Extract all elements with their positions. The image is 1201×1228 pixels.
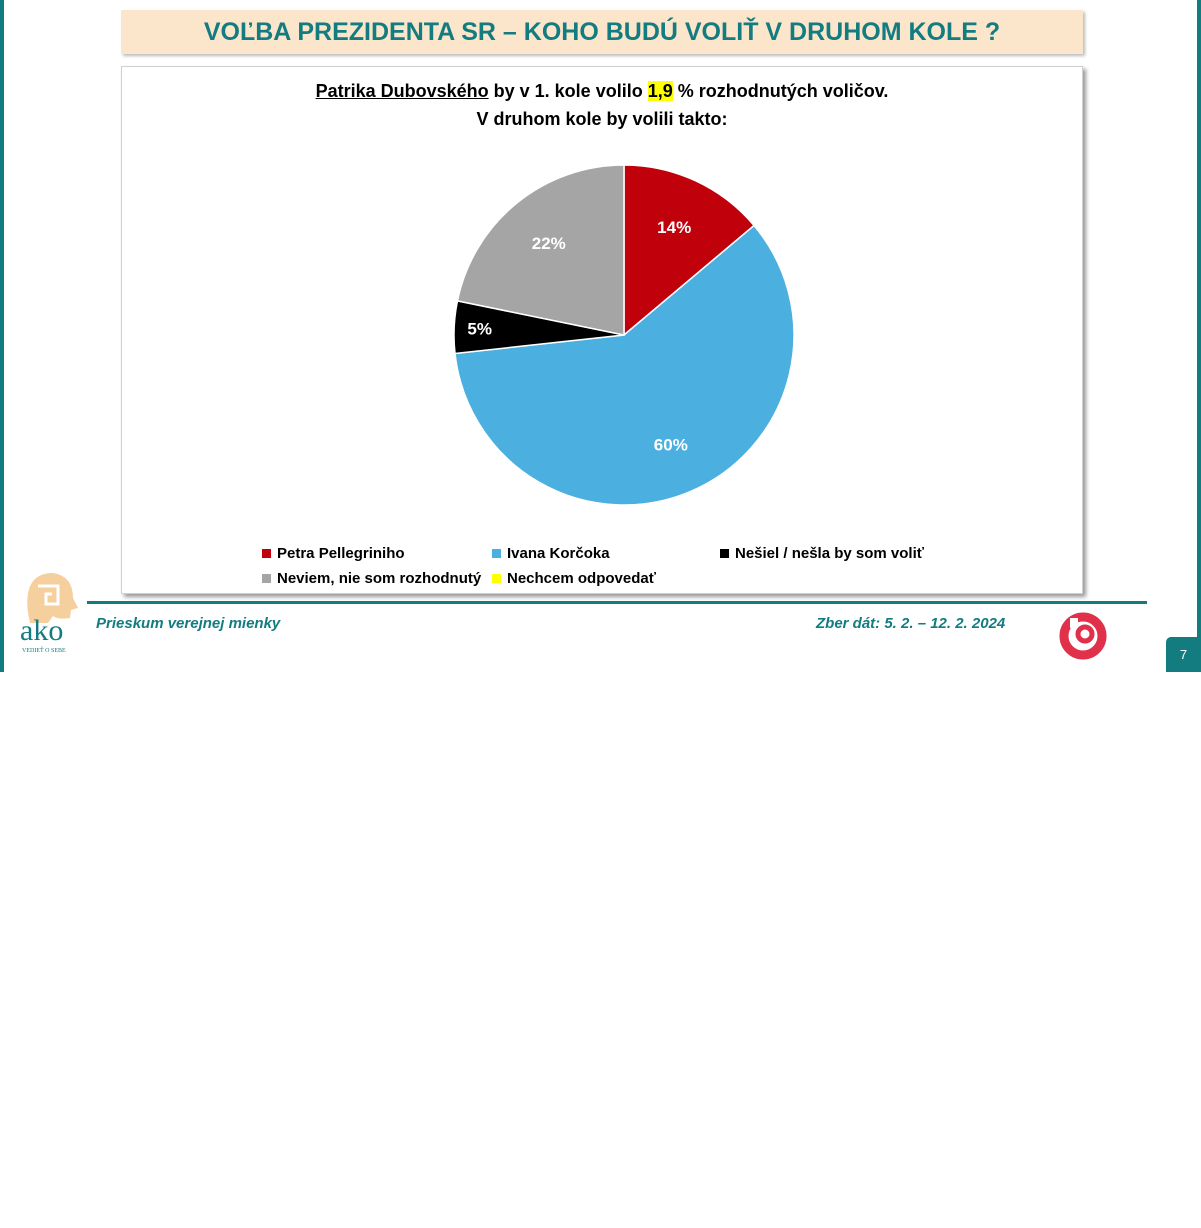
pie-slice-1 (454, 224, 795, 506)
right-border (1197, 0, 1201, 640)
data-label-0: 14% (657, 218, 691, 237)
highlight-value: 1,9 (647, 81, 673, 101)
legend-swatch (720, 549, 729, 558)
page-number: 7 (1166, 637, 1201, 672)
legend-label: Nešiel / nešla by som voliť (735, 545, 924, 562)
legend-swatch (492, 549, 501, 558)
stv-logo (1059, 612, 1107, 660)
title-text-end: % rozhodnutých voličov. (672, 81, 889, 101)
data-label-3: 22% (532, 234, 566, 253)
legend-item: Ivana Korčoka (492, 545, 610, 562)
data-label-2: 5% (467, 319, 492, 338)
chart-title-line2: V druhom kole by volili takto: (476, 109, 728, 129)
footer-date: Zber dát: 5. 2. – 12. 2. 2024 (816, 615, 1006, 632)
footer-rule (87, 601, 1147, 604)
slide-title: VOĽBA PREZIDENTA SR – KOHO BUDÚ VOLIŤ V … (121, 10, 1083, 54)
legend-swatch (492, 574, 501, 583)
pie-slice-3 (456, 164, 625, 336)
legend-item: Petra Pellegriniho (262, 545, 405, 562)
data-label-1: 60% (654, 435, 688, 454)
legend-label: Neviem, nie som rozhodnutý (277, 570, 482, 587)
svg-text:ako: ako (20, 614, 63, 647)
ako-logo: ako VEDIEŤ O SEBE (20, 573, 78, 654)
pie-chart: 14% 60% 5% 22% (453, 164, 795, 506)
legend-item: Nešiel / nešla by som voliť (720, 545, 924, 562)
pie-slice-0 (623, 164, 756, 337)
chart-title-line1: Patrika Dubovského by v 1. kole volilo 1… (122, 81, 1082, 102)
chart-panel: Patrika Dubovského by v 1. kole volilo 1… (121, 66, 1083, 594)
legend-swatch (262, 574, 271, 583)
candidate-name: Patrika Dubovského (315, 81, 489, 101)
legend-item: Neviem, nie som rozhodnutý (262, 570, 481, 587)
legend-label: Ivana Korčoka (507, 545, 610, 562)
legend-label: Nechcem odpovedať (507, 570, 656, 587)
legend-label: Petra Pellegriniho (277, 545, 405, 562)
logo-tagline: VEDIEŤ O SEBE (22, 646, 66, 654)
legend-item: Nechcem odpovedať (492, 570, 656, 587)
title-text: by v 1. kole volilo (488, 81, 648, 101)
left-border (0, 0, 4, 672)
legend-swatch (262, 549, 271, 558)
footer-left: Prieskum verejnej mienky (96, 615, 281, 632)
